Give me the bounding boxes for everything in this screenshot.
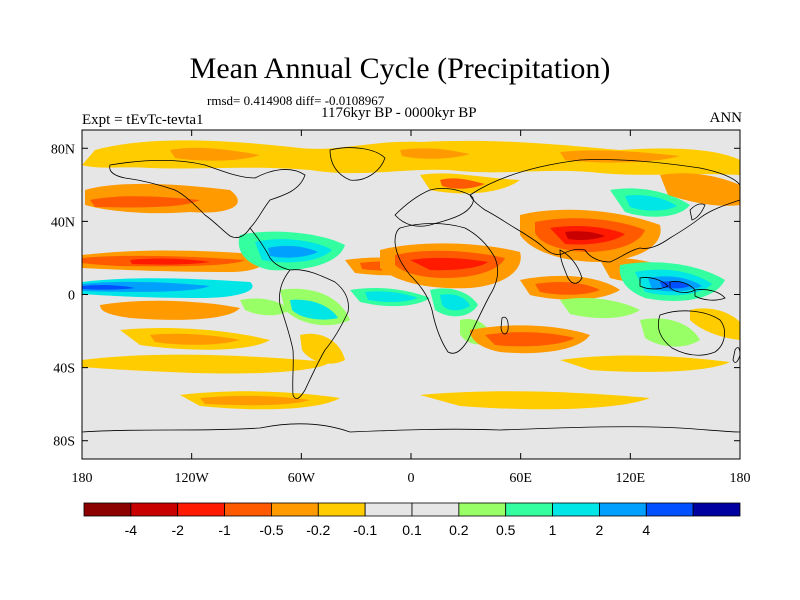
lat-tick-label: 80S (53, 435, 75, 450)
lon-tick-label: 120E (616, 471, 646, 486)
colorbar-swatch (411, 502, 460, 517)
coastlines (82, 147, 740, 433)
colorbar-label: 0.1 (402, 522, 422, 538)
colorbar-label: 4 (642, 522, 650, 538)
period-label: 1176kyr BP - 0000kyr BP (321, 105, 477, 121)
lat-tick-label: 40S (53, 362, 75, 377)
colorbar-labels: -4 -2 -1 -0.5 -0.2 -0.1 0.1 0.2 0.5 1 2 4 (125, 522, 651, 538)
lat-tick-label: 80N (51, 142, 75, 157)
colorbar-label: -2 (171, 522, 184, 538)
colorbar-label: -0.2 (306, 522, 330, 538)
colorbar-label: -0.5 (259, 522, 283, 538)
lat-tick-label: 0 (68, 289, 75, 304)
lon-tick-label: 120W (175, 471, 210, 486)
colorbar-label: 1 (549, 522, 557, 538)
lon-tick-label: 180 (72, 471, 93, 486)
colorbar-swatch (692, 502, 741, 517)
colorbar-label: -4 (125, 522, 138, 538)
colorbar-swatch (645, 502, 694, 517)
colorbar-label: -0.1 (353, 522, 377, 538)
colorbar (83, 502, 741, 517)
colorbar-swatch (130, 502, 179, 517)
lat-tick-label: 40N (51, 215, 75, 230)
colorbar-label: 0.2 (449, 522, 469, 538)
experiment-label: Expt = tEvTc-tevta1 (82, 112, 204, 128)
longitude-axis: 180 120W 60W 0 60E 120E 180 (72, 130, 751, 486)
plot-title: Mean Annual Cycle (Precipitation) (189, 52, 611, 85)
colorbar-swatch (364, 502, 413, 517)
season-label: ANN (709, 110, 743, 126)
colorbar-swatch (552, 502, 600, 517)
lon-tick-label: 0 (408, 471, 415, 486)
precipitation-anomaly-field (82, 140, 740, 410)
colorbar-swatch (458, 502, 507, 517)
colorbar-label: -1 (218, 522, 231, 538)
colorbar-swatch (177, 502, 225, 517)
colorbar-swatch (317, 502, 366, 517)
lon-tick-label: 180 (730, 471, 751, 486)
colorbar-swatch (83, 502, 132, 517)
stats-line: rmsd= 0.414908 diff= -0.0108967 (207, 93, 385, 108)
latitude-axis: 80N 40N 0 40S 80S (51, 142, 740, 450)
colorbar-swatch (224, 502, 272, 517)
colorbar-swatch (599, 502, 647, 517)
lon-tick-label: 60E (509, 471, 532, 486)
colorbar-label: 2 (596, 522, 604, 538)
colorbar-label: 0.5 (496, 522, 516, 538)
colorbar-swatch (271, 502, 319, 517)
lon-tick-label: 60W (288, 471, 316, 486)
colorbar-swatch (505, 502, 553, 517)
